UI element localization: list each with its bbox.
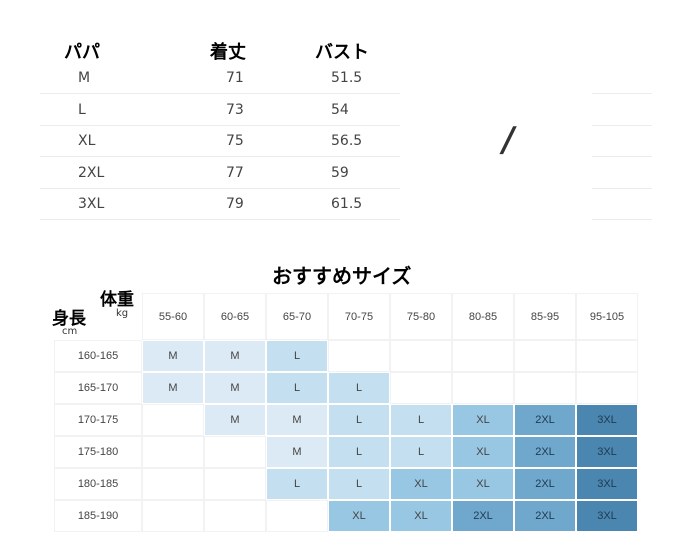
size-cell: L bbox=[390, 404, 452, 436]
size-cell: L bbox=[328, 404, 390, 436]
size-cell: M bbox=[204, 372, 266, 404]
size-cell: XL bbox=[452, 468, 514, 500]
size-cell: M bbox=[266, 404, 328, 436]
size-cell bbox=[142, 500, 204, 532]
weight-unit: kg bbox=[116, 308, 129, 319]
size-cell bbox=[266, 500, 328, 532]
weight-header: 70-75 bbox=[328, 293, 390, 340]
size-cell: L bbox=[328, 436, 390, 468]
row-divider bbox=[592, 187, 652, 189]
size-cell: 2XL bbox=[452, 500, 514, 532]
size-cell: 2XL bbox=[514, 500, 576, 532]
size-cell bbox=[142, 436, 204, 468]
papa-cell: 61.5 bbox=[331, 196, 363, 212]
papa-header: 着丈 bbox=[210, 42, 246, 63]
row-divider bbox=[40, 219, 400, 220]
size-cell: M bbox=[142, 340, 204, 372]
size-cell: M bbox=[266, 436, 328, 468]
row-divider bbox=[592, 124, 652, 126]
size-cell: 3XL bbox=[576, 436, 638, 468]
size-cell: 2XL bbox=[514, 404, 576, 436]
height-header: 185-190 bbox=[54, 500, 142, 532]
size-cell: 3XL bbox=[576, 500, 638, 532]
size-cell bbox=[204, 500, 266, 532]
size-cell: 2XL bbox=[514, 468, 576, 500]
papa-cell: 3XL bbox=[78, 196, 105, 212]
papa-header: バスト bbox=[315, 42, 369, 63]
size-cell: L bbox=[328, 372, 390, 404]
row-divider bbox=[592, 219, 652, 220]
size-cell: 3XL bbox=[576, 468, 638, 500]
height-unit: cm bbox=[62, 326, 78, 337]
size-cell bbox=[142, 404, 204, 436]
size-cell bbox=[204, 468, 266, 500]
size-cell: XL bbox=[452, 404, 514, 436]
size-cell bbox=[390, 372, 452, 404]
size-cell: XL bbox=[390, 468, 452, 500]
size-cell: L bbox=[266, 340, 328, 372]
papa-cell: 56.5 bbox=[331, 133, 363, 149]
row-divider bbox=[592, 93, 652, 94]
size-cell bbox=[452, 372, 514, 404]
size-cell: M bbox=[142, 372, 204, 404]
size-cell: XL bbox=[452, 436, 514, 468]
size-cell bbox=[142, 468, 204, 500]
size-cell bbox=[514, 340, 576, 372]
size-cell: 2XL bbox=[514, 436, 576, 468]
height-header: 160-165 bbox=[54, 340, 142, 372]
papa-cell: 2XL bbox=[78, 164, 105, 181]
row-divider bbox=[40, 156, 400, 157]
size-cell: M bbox=[204, 404, 266, 436]
weight-header: 75-80 bbox=[390, 293, 452, 340]
size-cell: L bbox=[390, 436, 452, 468]
recommend-title: おすすめサイズ bbox=[272, 264, 412, 288]
size-cell bbox=[514, 372, 576, 404]
size-cell bbox=[452, 340, 514, 372]
papa-cell: 79 bbox=[226, 196, 244, 212]
row-divider bbox=[40, 93, 400, 94]
size-cell: 3XL bbox=[576, 404, 638, 436]
size-cell: M bbox=[204, 340, 266, 372]
size-cell: L bbox=[266, 468, 328, 500]
weight-header: 95-105 bbox=[576, 293, 638, 340]
papa-cell: XL bbox=[78, 133, 96, 149]
row-divider bbox=[40, 124, 400, 126]
height-header: 180-185 bbox=[54, 468, 142, 500]
papa-cell: 73 bbox=[226, 101, 244, 118]
papa-cell: 51.5 bbox=[331, 70, 363, 86]
size-cell bbox=[390, 340, 452, 372]
row-divider bbox=[40, 187, 400, 189]
size-cell bbox=[328, 340, 390, 372]
papa-cell: 77 bbox=[226, 164, 244, 181]
weight-header: 80-85 bbox=[452, 293, 514, 340]
weight-header: 65-70 bbox=[266, 293, 328, 340]
size-cell: XL bbox=[390, 500, 452, 532]
height-header: 165-170 bbox=[54, 372, 142, 404]
papa-header: パパ bbox=[64, 42, 100, 63]
papa-cell: L bbox=[78, 101, 86, 118]
empty-placeholder-slash: / bbox=[498, 120, 518, 160]
papa-cell: 75 bbox=[226, 133, 244, 149]
size-cell bbox=[576, 340, 638, 372]
weight-header: 60-65 bbox=[204, 293, 266, 340]
height-label: 身長 bbox=[52, 309, 86, 329]
papa-cell: M bbox=[78, 70, 91, 86]
papa-cell: 54 bbox=[331, 101, 349, 118]
size-cell: XL bbox=[328, 500, 390, 532]
size-cell: L bbox=[266, 372, 328, 404]
size-cell: L bbox=[328, 468, 390, 500]
height-header: 175-180 bbox=[54, 436, 142, 468]
size-cell bbox=[204, 436, 266, 468]
weight-header: 55-60 bbox=[142, 293, 204, 340]
height-header: 170-175 bbox=[54, 404, 142, 436]
papa-cell: 59 bbox=[331, 164, 349, 181]
row-divider bbox=[592, 156, 652, 157]
weight-label: 体重 bbox=[100, 290, 134, 310]
papa-cell: 71 bbox=[226, 70, 244, 86]
weight-header: 85-95 bbox=[514, 293, 576, 340]
size-cell bbox=[576, 372, 638, 404]
